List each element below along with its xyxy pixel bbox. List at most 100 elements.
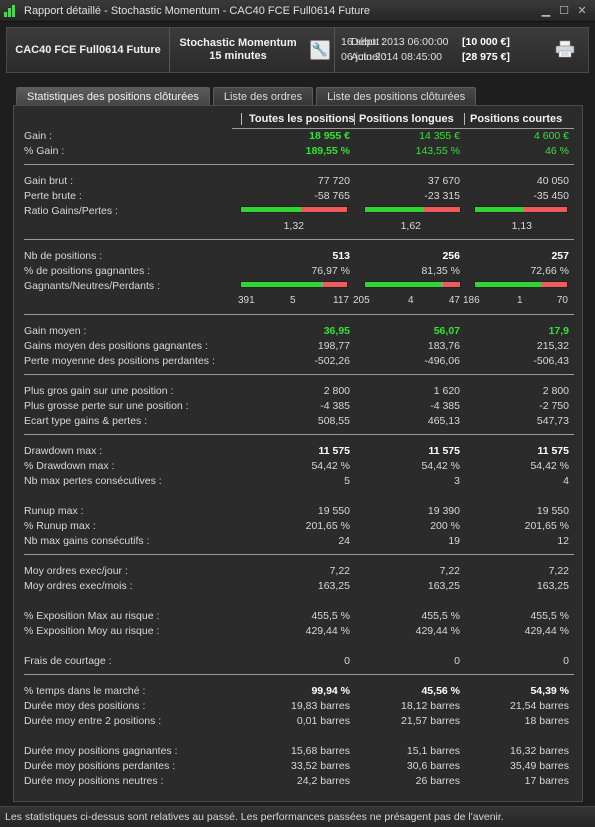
section-divider bbox=[24, 554, 574, 555]
stat-row-ecart-type: Ecart type gains & pertes : 508,55 465,1… bbox=[14, 414, 584, 428]
value-short: 72,66 % bbox=[530, 265, 569, 277]
stat-label: Gains moyen des positions gagnantes : bbox=[24, 340, 208, 352]
value-long: 0 bbox=[454, 655, 460, 667]
section-divider bbox=[24, 434, 574, 435]
ratio-bar-all bbox=[240, 206, 348, 213]
value-short: 547,73 bbox=[536, 415, 569, 427]
minimize-icon[interactable]: ▁ bbox=[541, 4, 551, 17]
column-separator bbox=[464, 113, 465, 125]
value-short: 215,32 bbox=[536, 340, 569, 352]
value-long: 1,62 bbox=[400, 220, 421, 232]
print-icon[interactable] bbox=[555, 40, 575, 58]
value-short: 4 bbox=[563, 475, 569, 487]
tab-closed-positions-list[interactable]: Liste des positions clôturées bbox=[316, 87, 477, 106]
current-label: Actuel : bbox=[351, 51, 387, 63]
stat-label: Ratio Gains/Pertes : bbox=[24, 205, 118, 217]
tab-bar: Statistiques des positions clôturées Lis… bbox=[16, 87, 477, 106]
section-divider bbox=[24, 374, 574, 375]
value-long: 14 355 € bbox=[419, 130, 460, 142]
start-date: 16 sept. 2013 06:00:00 bbox=[341, 36, 449, 48]
maximize-icon[interactable]: ☐ bbox=[559, 4, 569, 17]
strategy-name: Stochastic Momentum bbox=[179, 37, 297, 49]
stat-label: Durée moy des positions : bbox=[24, 700, 146, 712]
column-separator bbox=[241, 113, 242, 125]
stat-label: Durée moy positions neutres : bbox=[24, 775, 164, 787]
stat-row-moy-mois: Moy ordres exec/mois : 163,25 163,25 163… bbox=[14, 579, 584, 593]
stat-label: % temps dans le marché : bbox=[24, 685, 146, 697]
value-short: 257 bbox=[551, 250, 569, 262]
value-long: -23 315 bbox=[424, 190, 460, 202]
value-all: 0,01 barres bbox=[296, 715, 350, 727]
stat-label: Durée moy positions gagnantes : bbox=[24, 745, 178, 757]
count-losers-all: 117 bbox=[333, 295, 349, 306]
strategy-info: Stochastic Momentum 15 minutes 🔧 bbox=[170, 28, 335, 72]
value-long: 11 575 bbox=[428, 445, 460, 457]
value-long: 15,1 barres bbox=[406, 745, 460, 757]
value-short: 163,25 bbox=[536, 580, 569, 592]
stat-row-gain-moyen: Gain moyen : 36,95 56,07 17,9 bbox=[14, 324, 584, 338]
value-all: 24,2 barres bbox=[296, 775, 350, 787]
stat-row-duree-neutres: Durée moy positions neutres : 24,2 barre… bbox=[14, 774, 584, 788]
value-long: 163,25 bbox=[427, 580, 460, 592]
value-long: -496,06 bbox=[424, 355, 460, 367]
column-header-short: Positions courtes bbox=[470, 113, 563, 125]
stat-row-pct-gain: % Gain : 189,55 % 143,55 % 46 % bbox=[14, 144, 584, 158]
value-all: 19 550 bbox=[317, 505, 350, 517]
gnp-bar-long bbox=[364, 281, 461, 288]
value-short: 16,32 barres bbox=[510, 745, 569, 757]
value-long: 1 620 bbox=[433, 385, 460, 397]
value-short: -2 750 bbox=[539, 400, 569, 412]
value-short: 201,65 % bbox=[524, 520, 569, 532]
window-title: Rapport détaillé - Stochastic Momentum -… bbox=[24, 4, 371, 17]
value-long: 56,07 bbox=[433, 325, 460, 337]
value-long: 18,12 barres bbox=[401, 700, 460, 712]
stat-row-runup-max: Runup max : 19 550 19 390 19 550 bbox=[14, 504, 584, 518]
stat-label: Moy ordres exec/jour : bbox=[24, 565, 128, 577]
value-long: 3 bbox=[454, 475, 460, 487]
stat-label: Nb de positions : bbox=[24, 250, 103, 262]
stat-row-pct-gagnantes: % de positions gagnantes : 76,97 % 81,35… bbox=[14, 264, 584, 278]
value-long: 19 bbox=[448, 535, 460, 547]
tab-orders-list[interactable]: Liste des ordres bbox=[212, 87, 314, 106]
value-all: 24 bbox=[338, 535, 350, 547]
count-winners-all: 391 bbox=[238, 295, 255, 306]
stat-row-nb-max-pertes: Nb max pertes consécutives : 5 3 4 bbox=[14, 474, 584, 488]
value-short: 0 bbox=[563, 655, 569, 667]
value-short: 429,44 % bbox=[524, 625, 569, 637]
value-long: -4 385 bbox=[430, 400, 460, 412]
stat-row-gnp: Gagnants/Neutres/Perdants : bbox=[14, 279, 584, 293]
value-short: 46 % bbox=[545, 145, 569, 157]
value-all: 189,55 % bbox=[305, 145, 350, 157]
stat-label: Plus grosse perte sur une position : bbox=[24, 400, 189, 412]
section-divider bbox=[24, 164, 574, 165]
value-short: 19 550 bbox=[536, 505, 569, 517]
section-divider bbox=[24, 239, 574, 240]
stat-row-plus-grosse-perte: Plus grosse perte sur une position : -4 … bbox=[14, 399, 584, 413]
tab-closed-positions-stats[interactable]: Statistiques des positions clôturées bbox=[16, 87, 210, 106]
value-long: 256 bbox=[442, 250, 460, 262]
stat-label: Nb max pertes consécutives : bbox=[24, 475, 162, 487]
value-long: 465,13 bbox=[427, 415, 460, 427]
value-long: 21,57 barres bbox=[401, 715, 460, 727]
stat-label: % Exposition Moy au risque : bbox=[24, 625, 160, 637]
value-long: 19 390 bbox=[427, 505, 460, 517]
title-bar: Rapport détaillé - Stochastic Momentum -… bbox=[0, 0, 595, 22]
value-long: 30,6 barres bbox=[406, 760, 460, 772]
value-all: -4 385 bbox=[320, 400, 350, 412]
value-short: 35,49 barres bbox=[510, 760, 569, 772]
value-long: 200 % bbox=[430, 520, 460, 532]
current-date: 06 juin 2014 08:45:00 bbox=[341, 51, 443, 63]
strategy-settings-button[interactable]: 🔧 bbox=[310, 40, 330, 60]
value-all: 7,22 bbox=[329, 565, 350, 577]
current-amount: [28 975 €] bbox=[462, 51, 510, 63]
stat-row-duree-positions: Durée moy des positions : 19,83 barres 1… bbox=[14, 699, 584, 713]
value-short: 2 800 bbox=[542, 385, 569, 397]
value-short: 17,9 bbox=[548, 325, 569, 337]
close-icon[interactable]: ✕ bbox=[577, 4, 587, 17]
value-long: 429,44 % bbox=[415, 625, 460, 637]
stat-row-gain-brut: Gain brut : 77 720 37 670 40 050 bbox=[14, 174, 584, 188]
strategy-timeframe: 15 minutes bbox=[209, 50, 267, 62]
stat-label: Gagnants/Neutres/Perdants : bbox=[24, 280, 160, 292]
stat-row-duree-entre: Durée moy entre 2 positions : 0,01 barre… bbox=[14, 714, 584, 728]
value-all: 5 bbox=[344, 475, 350, 487]
